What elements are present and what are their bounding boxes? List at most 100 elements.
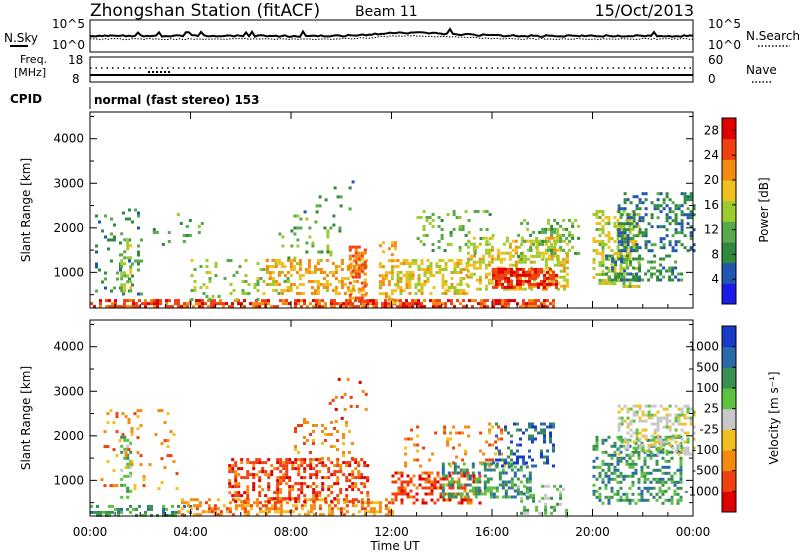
heatmap-cell: [205, 259, 209, 262]
heatmap-cell: [429, 268, 433, 271]
heatmap-cell: [201, 299, 204, 303]
heatmap-cell: [504, 276, 507, 280]
heatmap-cell: [261, 467, 265, 471]
heatmap-cell: [552, 422, 555, 426]
heatmap-cell: [452, 210, 456, 213]
heatmap-cell: [396, 274, 400, 277]
heatmap-cell: [471, 299, 474, 303]
heatmap-cell: [532, 242, 536, 246]
heatmap-cell: [354, 260, 358, 264]
heatmap-cell: [631, 453, 635, 457]
heatmap-cell: [95, 244, 98, 248]
heatmap-cell: [243, 504, 247, 508]
heatmap-cell: [255, 458, 259, 462]
heatmap-cell: [478, 257, 482, 261]
heatmap-cell: [670, 474, 674, 478]
heatmap-cell: [172, 433, 176, 437]
heatmap-cell: [357, 476, 361, 480]
heatmap-cell: [616, 474, 620, 478]
heatmap-cell: [683, 404, 687, 408]
heatmap-cell: [357, 254, 361, 258]
heatmap-cell: [635, 410, 639, 414]
heatmap-cell: [484, 236, 488, 240]
heatmap-cell: [411, 299, 414, 303]
heatmap-cell: [404, 446, 408, 450]
heatmap-cell: [465, 474, 469, 478]
heatmap-cell: [387, 247, 391, 251]
heatmap-cell: [505, 287, 509, 291]
heatmap-cell: [238, 265, 242, 268]
heatmap-cell: [450, 299, 453, 303]
heatmap-cell: [391, 492, 395, 496]
heatmap-cell: [360, 281, 364, 285]
heatmap-cell: [546, 299, 549, 303]
heatmap-cell: [604, 216, 608, 219]
heatmap-cell: [616, 462, 620, 466]
heatmap-cell: [296, 238, 300, 242]
heatmap-cell: [339, 510, 343, 514]
heatmap-cell: [112, 469, 116, 473]
heatmap-cell: [282, 510, 286, 514]
heatmap-cell: [283, 289, 287, 292]
heatmap-cell: [413, 458, 417, 462]
nsky-trace: [89, 27, 694, 38]
heatmap-cell: [495, 279, 498, 283]
heatmap-cell: [443, 249, 447, 252]
heatmap-cell: [430, 480, 434, 484]
heatmap-cell: [342, 302, 345, 306]
heatmap-cell: [617, 275, 621, 279]
heatmap-cell: [526, 248, 530, 252]
heatmap-cell: [126, 486, 130, 490]
heatmap-cell: [463, 486, 467, 490]
heatmap-cell: [659, 437, 663, 441]
heatmap-cell: [387, 513, 391, 517]
heatmap-cell: [479, 431, 483, 435]
heatmap-cell: [252, 302, 255, 306]
heatmap-cell: [595, 273, 599, 276]
heatmap-cell: [282, 464, 286, 468]
heatmap-cell: [234, 498, 238, 502]
heatmap-cell: [670, 498, 674, 502]
heatmap-cell: [644, 234, 648, 238]
heatmap-cell: [316, 289, 320, 292]
x-tick-label: 12:00: [374, 525, 409, 539]
heatmap-cell: [562, 233, 566, 237]
heatmap-cell: [677, 231, 681, 235]
heatmap-cell: [309, 507, 313, 511]
heatmap-cell: [423, 271, 427, 274]
heatmap-cell: [195, 507, 199, 511]
heatmap-cell: [435, 302, 438, 306]
heatmap-cell: [629, 260, 633, 264]
heatmap-cell: [348, 254, 352, 258]
heatmap-cell: [667, 459, 671, 463]
heatmap-cell: [617, 228, 621, 232]
heatmap-cell: [352, 265, 356, 268]
heatmap-cell: [105, 513, 108, 517]
heatmap-cell: [457, 477, 461, 481]
heatmap-cell: [611, 257, 615, 261]
heatmap-cell: [477, 489, 481, 493]
heatmap-cell: [625, 246, 629, 249]
y-tick-label: 2000: [53, 429, 84, 443]
heatmap-cell: [113, 223, 116, 227]
heatmap-cell: [267, 485, 271, 489]
heatmap-cell: [348, 500, 352, 504]
heatmap-cell: [686, 416, 690, 420]
heatmap-cell: [469, 257, 473, 261]
heatmap-cell: [671, 249, 675, 253]
heatmap-cell: [438, 265, 442, 268]
heatmap-cell: [345, 421, 348, 424]
heatmap-cell: [640, 498, 644, 502]
heatmap-cell: [279, 461, 283, 465]
heatmap-cell: [495, 464, 498, 468]
heatmap-cell: [345, 305, 348, 309]
heatmap-cell: [475, 278, 479, 282]
heatmap-cell: [520, 490, 524, 494]
heatmap-cell: [619, 225, 623, 228]
heatmap-cell: [244, 274, 248, 277]
heatmap-cell: [193, 286, 197, 289]
heatmap-cell: [144, 305, 147, 309]
heatmap-cell: [498, 483, 502, 487]
heatmap-cell: [499, 257, 503, 261]
heatmap-cell: [99, 305, 102, 309]
